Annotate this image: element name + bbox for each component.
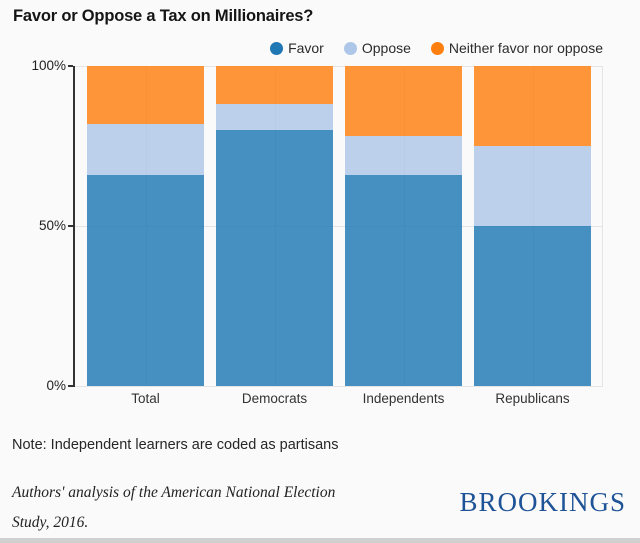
x-axis-label-republicans: Republicans: [495, 391, 570, 406]
bar-total: [87, 66, 204, 386]
y-tick-mark: [68, 385, 73, 387]
bar-segment-neither-favor-nor-oppose: [87, 66, 204, 124]
legend-label: Neither favor nor oppose: [448, 40, 603, 56]
bar-segment-neither-favor-nor-oppose: [345, 66, 462, 137]
bar-democrats: [216, 66, 333, 386]
legend-item-oppose[interactable]: Oppose: [343, 40, 411, 56]
plot-area: [75, 66, 603, 387]
bar-republicans: [474, 66, 591, 386]
bar-segment-favor: [345, 174, 462, 386]
legend-dot-icon: [430, 41, 444, 55]
legend-label: Favor: [288, 40, 324, 56]
legend-dot-icon: [343, 41, 357, 55]
x-axis-label-total: Total: [131, 391, 160, 406]
bar-segment-favor: [216, 130, 333, 386]
source-line-1: Authors' analysis of the American Nation…: [12, 484, 336, 501]
bar-segment-oppose: [87, 123, 204, 175]
bar-segment-favor: [87, 174, 204, 386]
y-tick-label: 50%: [38, 218, 66, 233]
chart-title: Favor or Oppose a Tax on Millionaires?: [13, 7, 314, 25]
bottom-border: [0, 538, 640, 543]
y-axis-line: [73, 66, 75, 387]
brookings-logo: BROOKINGS: [459, 487, 626, 517]
source-citation: Authors' analysis of the American Nation…: [12, 478, 412, 538]
gridline-horizontal: [75, 66, 603, 67]
source-line-2: Study, 2016.: [12, 514, 89, 531]
y-tick-label: 100%: [31, 58, 66, 73]
gridline-horizontal: [75, 226, 603, 227]
x-axis-label-independents: Independents: [362, 391, 445, 406]
bar-segment-oppose: [474, 146, 591, 226]
bar-segment-oppose: [216, 104, 333, 130]
bar-segment-neither-favor-nor-oppose: [216, 66, 333, 105]
y-tick-mark: [68, 65, 73, 67]
legend-item-favor[interactable]: Favor: [270, 40, 324, 56]
gridline-horizontal: [75, 386, 603, 387]
bar-segment-neither-favor-nor-oppose: [474, 66, 591, 146]
bar-segment-favor: [474, 226, 591, 386]
legend-dot-icon: [270, 41, 284, 55]
y-tick-mark: [68, 225, 73, 227]
y-tick-label: 0%: [46, 378, 66, 393]
x-axis-label-democrats: Democrats: [241, 391, 308, 406]
legend: Favor Oppose Neither favor nor oppose: [270, 40, 603, 56]
bar-segment-oppose: [345, 136, 462, 175]
bar-independents: [345, 66, 462, 386]
legend-item-neither-favor-nor-oppose[interactable]: Neither favor nor oppose: [430, 40, 603, 56]
legend-label: Oppose: [361, 40, 411, 56]
gridline-vertical-right: [602, 66, 603, 386]
chart-note: Note: Independent learners are coded as …: [12, 437, 339, 453]
